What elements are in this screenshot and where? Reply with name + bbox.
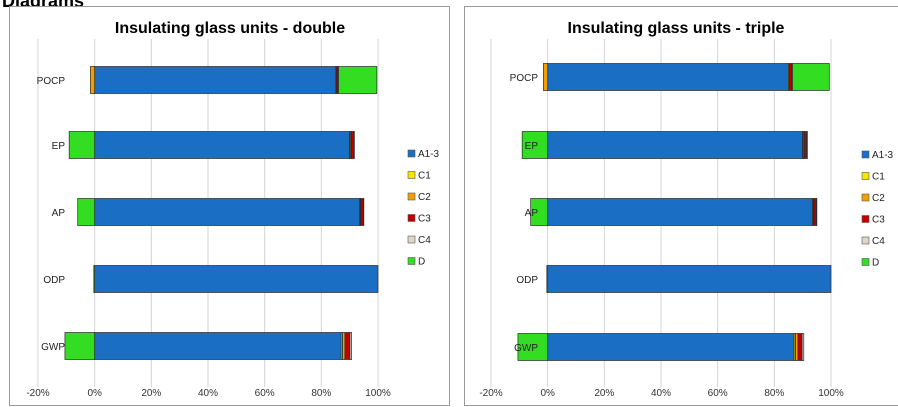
x-tick-label: 80% [311, 388, 331, 399]
bar-segment [546, 265, 549, 293]
category-label: EP [525, 141, 539, 152]
page-heading: Diagrams [2, 0, 84, 12]
bar-segment [353, 131, 355, 159]
chart-title-background [79, 16, 381, 38]
bar-segment [547, 333, 795, 361]
bar-segment [547, 265, 832, 293]
legend-label: A1-3 [872, 150, 894, 161]
bar-segment [517, 333, 549, 361]
bar-segment [68, 131, 96, 159]
legend-swatch [407, 214, 416, 222]
bar-segment [94, 265, 379, 293]
category-label: ODP [43, 275, 65, 286]
category-label: ODP [516, 275, 538, 286]
bar-segment [349, 332, 353, 360]
legend-label: C2 [872, 193, 885, 204]
bar-segment [543, 63, 549, 91]
legend-swatch [407, 149, 416, 158]
bar-segment [547, 198, 813, 226]
legend-label: A1-3 [418, 149, 440, 160]
bar-segment [806, 131, 808, 159]
x-tick-label: 100% [365, 388, 391, 399]
legend-label: C3 [418, 214, 431, 225]
legend-label: D [418, 257, 425, 268]
x-tick-label: 20% [141, 388, 161, 399]
category-label: GWP [514, 343, 538, 354]
legend-swatch [407, 171, 416, 179]
chart-title: Insulating glass units - double [115, 20, 345, 37]
category-label: AP [52, 208, 66, 219]
legend-label: D [872, 258, 879, 269]
bar-segment [530, 198, 549, 226]
legend-swatch [861, 258, 870, 266]
legend-swatch [861, 150, 870, 159]
chart-triple: -20% 0% 20% 40% 60% 80% 100% POCP EP AP ODP GWP Insu… [479, 16, 894, 399]
bar-segment [338, 66, 378, 94]
legend-swatch [407, 257, 416, 265]
bar-segment [90, 66, 96, 94]
legend-label: C3 [872, 215, 885, 226]
category-label: POCP [510, 73, 539, 84]
x-tick-label: -20% [26, 388, 49, 399]
x-tick-label: 40% [198, 388, 218, 399]
x-tick-label: -20% [479, 388, 502, 399]
bar-segment [362, 198, 365, 226]
x-tick-label: 80% [764, 388, 784, 399]
x-tick-label: 20% [594, 388, 614, 399]
bar-segment [94, 131, 351, 159]
legend-label: C4 [418, 235, 431, 246]
chart-double: -20% 0% 20% 40% 60% 80% 100% POCP EP AP ODP GWP Insu… [26, 16, 440, 399]
bar-segment [792, 63, 830, 91]
x-tick-label: 0% [540, 388, 555, 399]
bar-segment [93, 265, 96, 293]
category-label: AP [525, 208, 539, 219]
bar-segment [94, 198, 360, 226]
bar-segment [77, 198, 96, 226]
category-label: GWP [41, 342, 65, 353]
category-label: POCP [37, 76, 66, 87]
bar-segment [547, 63, 789, 91]
chart-panel-triple: -20% 0% 20% 40% 60% 80% 100% POCP EP AP ODP GWP Insu… [464, 6, 898, 406]
legend-swatch [861, 172, 870, 180]
legend-label: C4 [872, 236, 885, 247]
legend-swatch [861, 193, 870, 202]
x-tick-label: 60% [255, 388, 275, 399]
legend-swatch [861, 215, 870, 223]
bar-segment [64, 332, 96, 360]
chart-panel-double: -20% 0% 20% 40% 60% 80% 100% POCP EP AP ODP GWP Insu… [9, 6, 450, 406]
bar-segment [797, 333, 803, 361]
legend-swatch [861, 236, 870, 245]
legend-label: C2 [418, 192, 431, 203]
bar-segment [521, 131, 549, 159]
legend-label: C1 [418, 171, 431, 182]
bar-segment [815, 198, 818, 226]
bar-segment [94, 66, 336, 94]
bar-segment [94, 332, 342, 360]
x-tick-label: 0% [87, 388, 102, 399]
bar-segment [547, 131, 804, 159]
chart-title: Insulating glass units - triple [568, 20, 785, 37]
legend-swatch [407, 192, 416, 201]
x-tick-label: 100% [818, 388, 844, 399]
bar-segment [801, 333, 805, 361]
bar-segment [344, 332, 351, 360]
x-tick-label: 60% [708, 388, 728, 399]
category-label: EP [52, 141, 66, 152]
chart-title-background [528, 16, 824, 38]
legend-label: C1 [872, 172, 885, 183]
legend-swatch [407, 235, 416, 244]
x-tick-label: 40% [651, 388, 671, 399]
